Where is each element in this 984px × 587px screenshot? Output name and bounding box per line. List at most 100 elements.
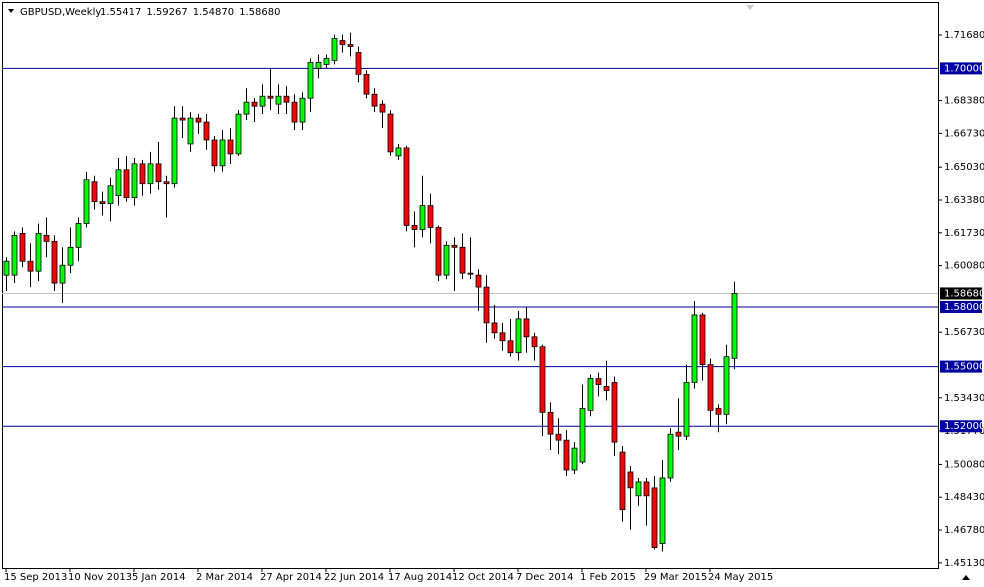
level-label: 1.58000	[944, 302, 984, 313]
candle-body	[475, 274, 482, 288]
candle-body	[155, 163, 162, 183]
candle-body	[27, 260, 34, 272]
x-tick-label: 15 Sep 2013	[4, 572, 67, 583]
candle-body	[499, 332, 506, 342]
candle-body	[659, 477, 666, 544]
candle-body	[211, 139, 218, 167]
level-label-box	[940, 300, 982, 313]
candle-body	[635, 481, 642, 497]
candle-body	[43, 234, 50, 242]
candle-body	[83, 179, 90, 224]
candle-body	[139, 163, 146, 185]
candle-body	[675, 431, 682, 437]
header-value: 1.55417	[100, 7, 141, 18]
candle-body	[523, 318, 530, 338]
candle-body	[115, 169, 122, 197]
y-tick-label: 1.63380	[944, 195, 984, 206]
candle-body	[427, 205, 434, 228]
header-value: 1.58680	[239, 7, 280, 18]
menu-arrow[interactable]	[8, 9, 14, 13]
candle-body	[619, 451, 626, 511]
candle-body	[299, 97, 306, 123]
candle-body	[179, 117, 186, 121]
x-tick-label: 22 Jun 2014	[324, 572, 384, 583]
y-tick-label: 1.61730	[944, 228, 984, 239]
candle-body	[123, 169, 130, 199]
candle-body	[107, 185, 114, 204]
x-tick-label: 24 May 2015	[708, 572, 773, 583]
candle-body	[651, 487, 658, 548]
candle-body	[435, 227, 442, 276]
candle-body	[459, 246, 466, 274]
y-tick-label: 1.60080	[944, 261, 984, 272]
candle-body	[611, 382, 618, 443]
candle-body	[99, 201, 106, 204]
x-tick-label: 17 Aug 2014	[388, 572, 452, 583]
plot-frame	[2, 2, 939, 569]
candle-body	[283, 95, 290, 103]
candle-body	[507, 340, 514, 354]
candle-body	[371, 93, 378, 107]
x-tick-label: 5 Jan 2014	[132, 572, 186, 583]
x-tick-label: 12 Oct 2014	[452, 572, 514, 583]
candle-body	[595, 378, 602, 385]
y-tick-label: 1.53430	[944, 393, 984, 404]
candle-body	[35, 233, 42, 272]
candle-body	[355, 52, 362, 75]
candle-body	[59, 264, 66, 284]
candle-body	[419, 205, 426, 230]
candle-body	[147, 163, 154, 185]
chart-title: GBPUSD,Weekly	[20, 7, 101, 18]
x-tick-label: 27 Apr 2014	[260, 572, 322, 583]
candle-body	[579, 407, 586, 463]
y-tick-label: 1.66730	[944, 128, 984, 139]
candle-body	[483, 286, 490, 324]
candle-body	[331, 38, 338, 61]
x-tick-label: 29 Mar 2015	[644, 572, 707, 583]
candle-body	[163, 181, 170, 185]
candle-body	[203, 121, 210, 141]
y-tick-label: 1.48430	[944, 492, 984, 503]
candle-body	[395, 147, 402, 157]
candle-body	[243, 101, 250, 115]
candle-body	[195, 117, 202, 123]
y-tick-label: 1.65030	[944, 162, 984, 173]
candle-body	[683, 382, 690, 437]
candle-body	[667, 433, 674, 479]
scroll-arrow[interactable]	[962, 575, 970, 580]
y-tick-label: 1.50080	[944, 459, 984, 470]
candle-body	[379, 103, 386, 113]
candle-body	[227, 139, 234, 155]
trade-arrow[interactable]	[746, 5, 754, 10]
candle-body	[251, 101, 258, 107]
header-value: 1.59267	[146, 7, 187, 18]
candle-body	[67, 246, 74, 266]
y-tick-label: 1.46780	[944, 525, 984, 536]
candle-body	[363, 73, 370, 95]
candle-body	[699, 314, 706, 366]
candle-body	[411, 225, 418, 230]
candle-body	[467, 272, 474, 275]
candle-body	[403, 147, 410, 226]
candle-body	[707, 364, 714, 411]
candle-body	[723, 356, 730, 415]
candle-body	[235, 113, 242, 155]
level-label-box	[940, 62, 982, 75]
candle-body	[715, 407, 722, 415]
candle-body	[387, 113, 394, 153]
candle-body	[75, 223, 82, 248]
y-tick-label: 1.71680	[944, 30, 984, 41]
candle-body	[323, 58, 330, 65]
candle-body	[3, 260, 10, 276]
candle-body	[275, 95, 282, 105]
x-tick-label: 1 Feb 2015	[580, 572, 636, 583]
y-tick-label: 1.45130	[944, 558, 984, 569]
candle-body	[91, 181, 98, 202]
candle-body	[171, 117, 178, 185]
candle-body	[259, 95, 266, 107]
candle-body	[563, 439, 570, 471]
candle-body	[51, 240, 58, 284]
candle-body	[603, 386, 610, 391]
candle-body	[451, 244, 458, 248]
candle-body	[307, 62, 314, 99]
